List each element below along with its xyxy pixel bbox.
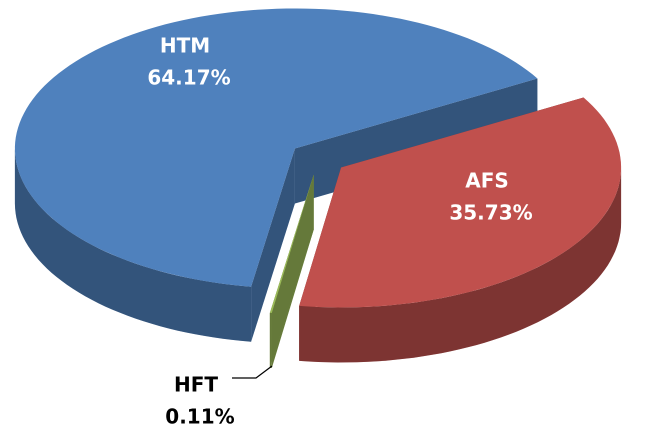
slice-wall	[251, 148, 295, 342]
slice-side	[14, 148, 252, 342]
slice-label: HTM	[160, 34, 210, 58]
slice	[14, 8, 538, 287]
slice	[299, 97, 622, 308]
slice-wall	[269, 174, 314, 368]
slice-label: HFT	[174, 373, 218, 397]
leader-line	[232, 365, 273, 379]
slice-label: AFS	[465, 169, 509, 193]
slice	[269, 174, 314, 313]
slice-value-label: 35.73%	[449, 201, 532, 225]
slice-wall-shade	[269, 174, 314, 368]
slice-side-shade	[269, 312, 272, 368]
slices	[14, 8, 622, 368]
slice-value-label: 0.11%	[165, 405, 234, 429]
slice-side-shade	[299, 167, 622, 363]
slice-value-label: 64.17%	[147, 66, 230, 90]
slice-wall-shade	[251, 148, 295, 342]
slice-side	[269, 312, 272, 368]
slice-side-shade	[14, 148, 252, 342]
slice-side	[299, 167, 622, 363]
